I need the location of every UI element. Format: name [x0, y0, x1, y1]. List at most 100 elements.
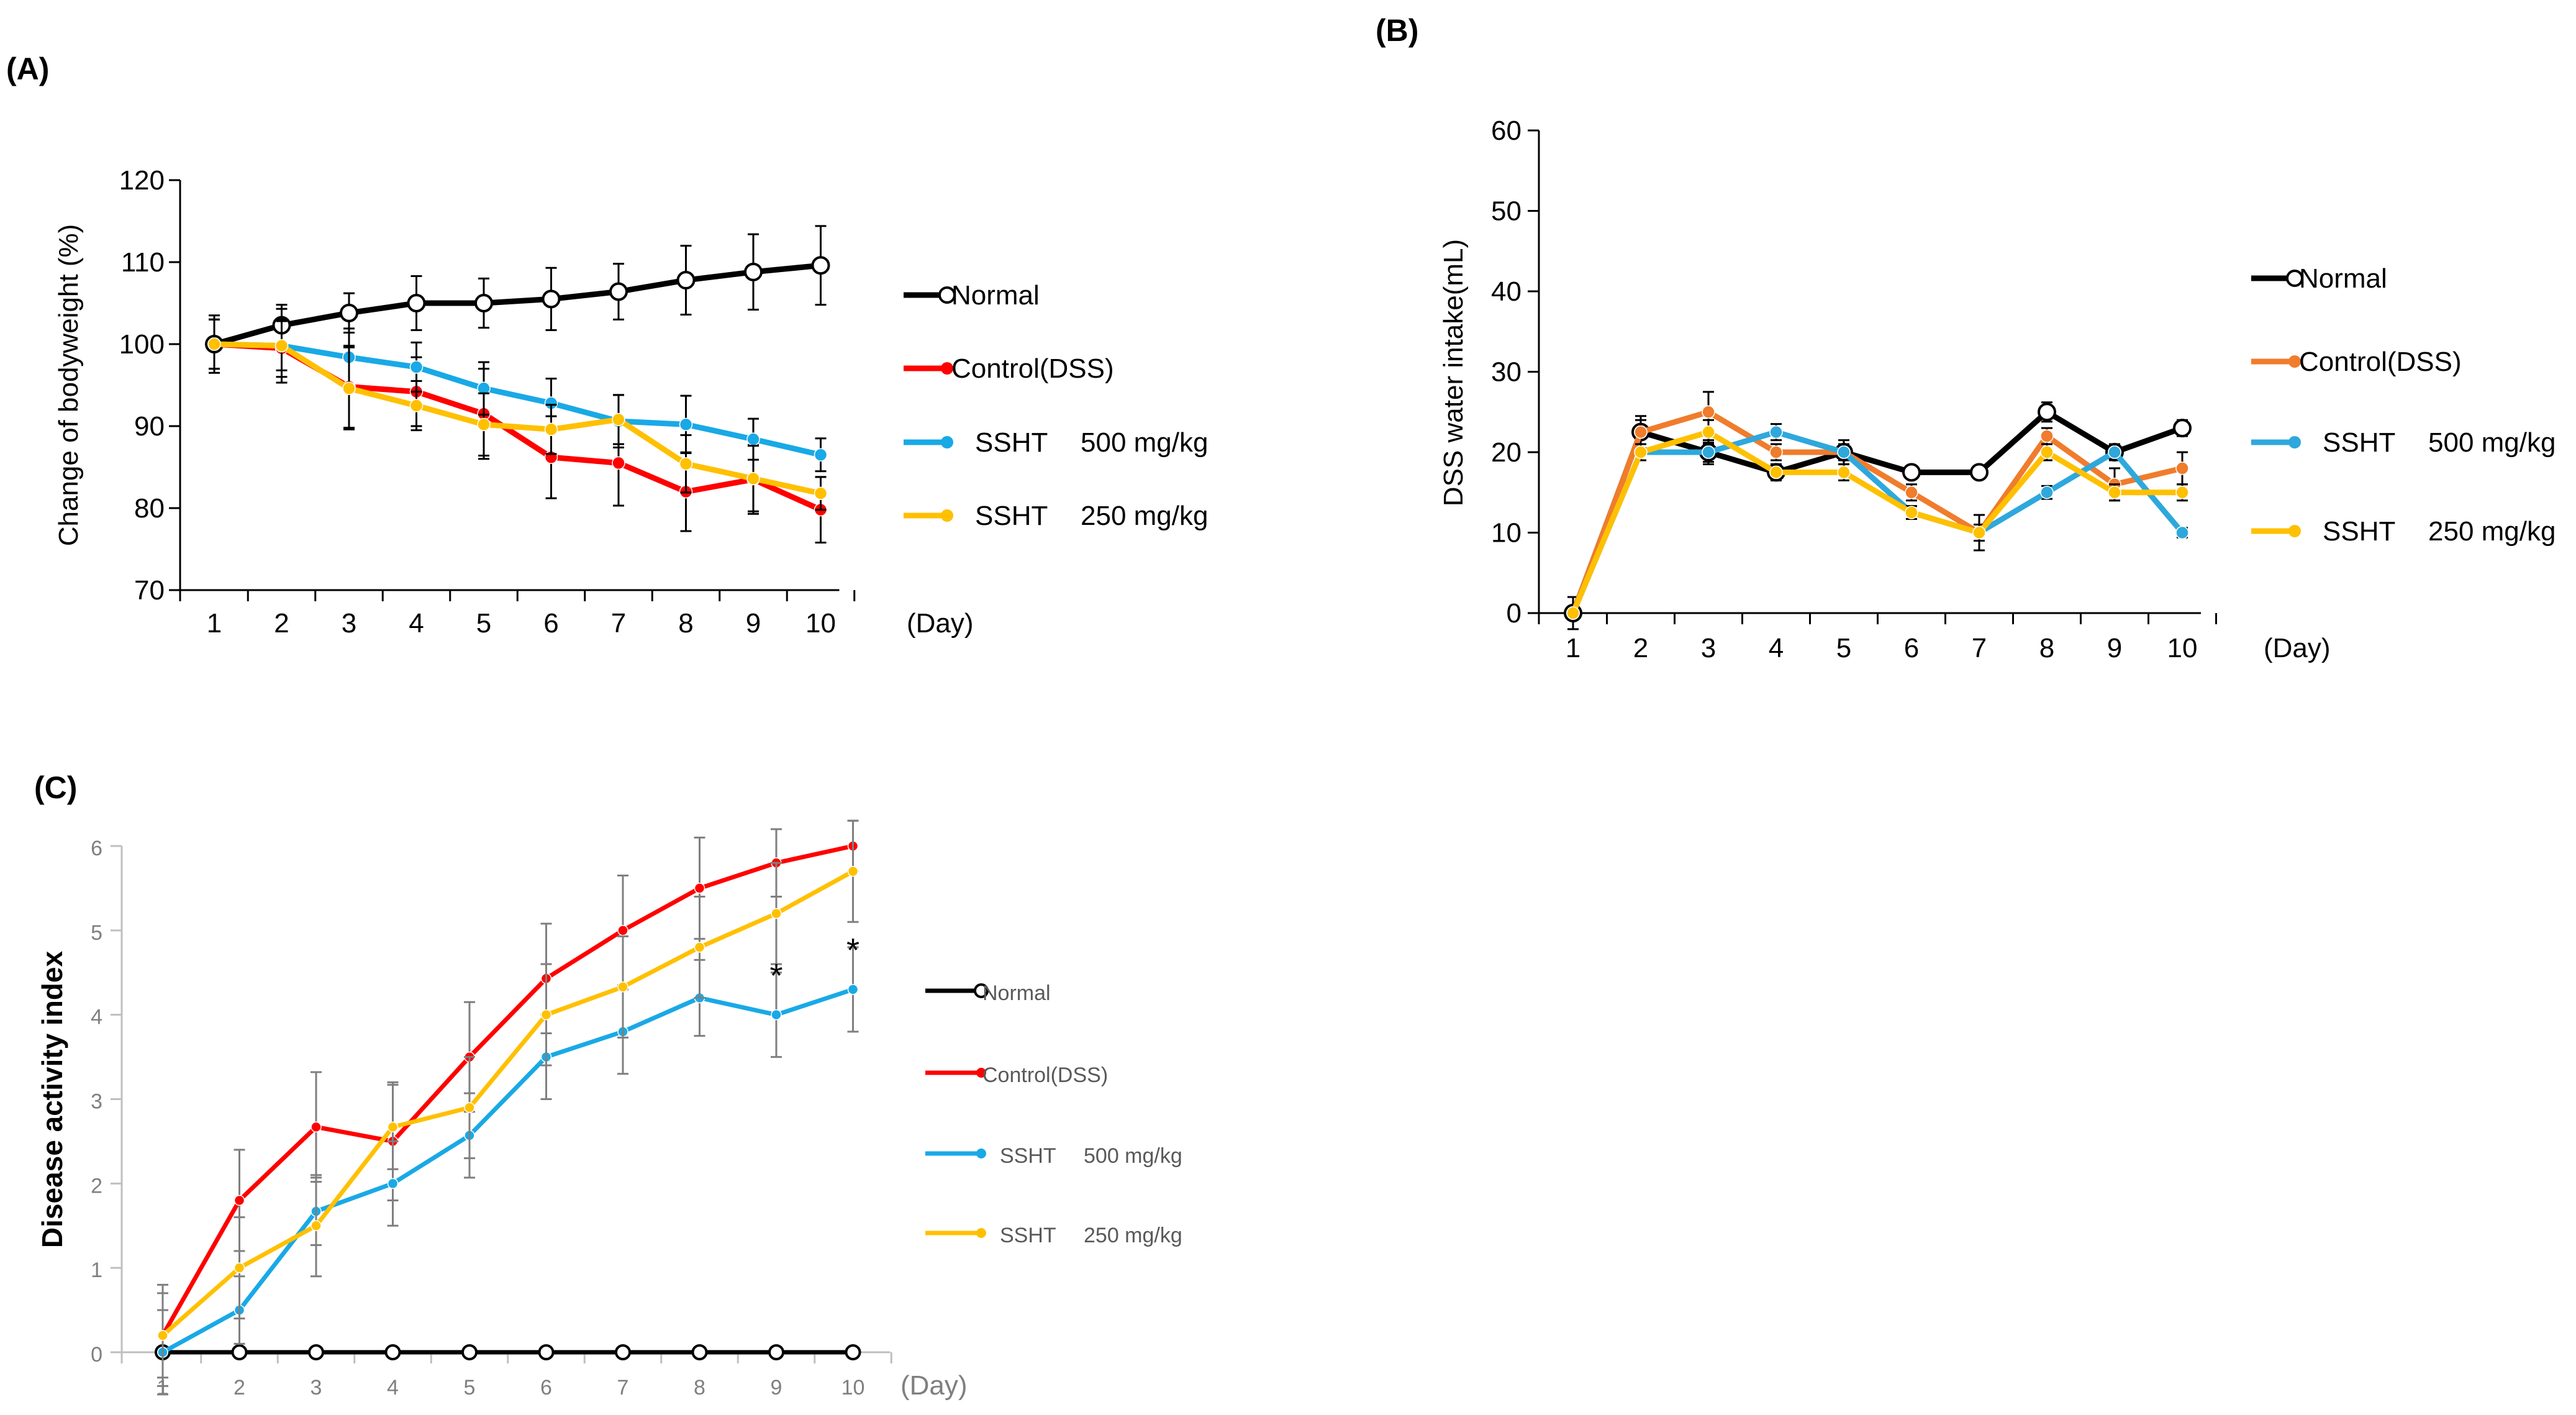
data-point	[2175, 462, 2189, 475]
legend-entry-control: Control(DSS)	[2251, 347, 2462, 377]
legend-marker	[2288, 525, 2301, 537]
legend-marker	[976, 1068, 986, 1078]
data-point	[407, 294, 426, 312]
y-tick-label: 1	[91, 1258, 102, 1282]
legend-label: Control(DSS)	[951, 353, 1114, 384]
legend-label: Normal	[2299, 263, 2387, 294]
x-tick-label: 7	[1972, 633, 1987, 663]
y-tick-label: 4	[91, 1006, 102, 1029]
data-point	[744, 262, 763, 281]
series-ssht-500	[157, 946, 859, 1396]
data-point	[2108, 486, 2121, 499]
series-ssht-500	[207, 318, 828, 473]
legend-dose: 500 mg/kg	[1084, 1144, 1182, 1168]
data-point	[1905, 486, 1918, 499]
y-tick-label: 110	[121, 247, 165, 278]
x-axis-label: (Day)	[900, 1370, 968, 1401]
y-tick-label: 90	[134, 411, 165, 442]
data-point	[544, 422, 558, 437]
data-point	[234, 1194, 245, 1206]
x-tick-label: 6	[543, 608, 558, 639]
data-point	[342, 381, 356, 396]
data-point	[538, 1344, 555, 1360]
data-point	[207, 337, 221, 351]
series-control	[1566, 391, 2189, 620]
chart-panel-b: (B) 0 10 20 30 40 50 60 1 2 3 4 5 6 7 8 9 10 (Day) DSS wate…	[1376, 13, 2556, 663]
y-tick-label: 0	[91, 1343, 102, 1367]
y-tick-label: 5	[91, 921, 102, 945]
data-point	[612, 456, 625, 470]
data-point	[1634, 445, 1648, 459]
series-ssht-250	[1566, 419, 2189, 620]
series-control	[207, 318, 828, 544]
data-point	[157, 1330, 168, 1341]
series-line	[161, 869, 855, 1337]
x-tick-label: 1	[207, 608, 222, 639]
y-tick-label: 10	[1491, 518, 1522, 548]
data-point	[617, 925, 628, 936]
x-tick-label: 4	[1769, 633, 1784, 663]
legend-label: Control(DSS)	[2299, 347, 2462, 377]
legend-marker	[2288, 436, 2301, 448]
y-axis-title: Change of bodyweight (%)	[53, 224, 84, 547]
x-tick-label: 10	[841, 1376, 865, 1399]
legend-marker	[2286, 270, 2303, 287]
series-line	[213, 262, 821, 347]
data-point	[1837, 445, 1851, 459]
x-tick-label: 7	[617, 1376, 629, 1399]
data-point	[2175, 486, 2189, 499]
data-point	[461, 1344, 478, 1360]
legend-dose: 250 mg/kg	[1081, 501, 1208, 531]
legend-marker	[941, 436, 953, 448]
x-tick-label: 8	[2039, 633, 2054, 663]
x-tick-label: 7	[611, 608, 626, 639]
legend-entry-control: Control(DSS)	[904, 353, 1114, 384]
x-tick-label: 6	[1904, 633, 1919, 663]
legend-label: SSHT	[2323, 516, 2395, 547]
data-point	[676, 271, 696, 290]
x-tick-label: 5	[464, 1376, 476, 1399]
series-line	[161, 987, 854, 1355]
data-point	[691, 1344, 708, 1360]
data-point	[612, 412, 625, 427]
x-tick-label: 4	[387, 1376, 399, 1399]
x-tick-label: 10	[805, 608, 836, 639]
chart-panel-a: (A) 70 80 90 100 110 120 1 2 3 4 5 6 7 8 9 10 (Day) Change…	[6, 52, 1208, 639]
series-line	[1570, 429, 2182, 614]
data-point	[1769, 465, 1783, 480]
data-point	[1769, 425, 1783, 439]
legend-marker	[976, 1149, 986, 1158]
legend-entry-ssht-250: SSHT 250 mg/kg	[2251, 516, 2556, 547]
chart-panel-c: (C)012345612345678910(Day)Disease activi…	[34, 770, 1182, 1401]
y-tick-label: 30	[1491, 357, 1522, 388]
legend-dose: 250 mg/kg	[1084, 1224, 1182, 1247]
data-point	[1972, 526, 1986, 540]
y-tick-label: 100	[119, 329, 165, 360]
x-tick-label: 3	[1701, 633, 1716, 663]
legend-entry-normal: Normal	[925, 981, 1051, 1005]
data-point	[847, 866, 859, 877]
data-point	[1837, 465, 1851, 480]
data-point	[409, 399, 424, 412]
data-point	[615, 1344, 631, 1360]
data-point	[384, 1344, 401, 1360]
data-point	[1702, 405, 1715, 419]
data-point	[814, 486, 828, 500]
legend-dose: 500 mg/kg	[1081, 427, 1208, 458]
data-point	[311, 1220, 322, 1231]
data-point	[1970, 463, 1989, 482]
data-point	[1902, 463, 1921, 482]
significance-star: *	[846, 932, 859, 969]
y-tick-label: 80	[134, 493, 165, 524]
y-tick-label: 3	[91, 1090, 102, 1114]
data-point	[814, 448, 828, 462]
legend-entry-ssht-250: SSHT 250 mg/kg	[904, 501, 1208, 531]
data-point	[231, 1344, 248, 1360]
x-tick-label: 5	[1836, 633, 1851, 663]
data-point	[1769, 445, 1783, 459]
legend-entry-ssht-250: SSHT 250 mg/kg	[925, 1224, 1182, 1247]
x-tick-label: 4	[409, 608, 424, 639]
x-tick-label: 3	[342, 608, 356, 639]
data-point	[811, 256, 830, 275]
x-tick-label: 2	[234, 1376, 245, 1399]
